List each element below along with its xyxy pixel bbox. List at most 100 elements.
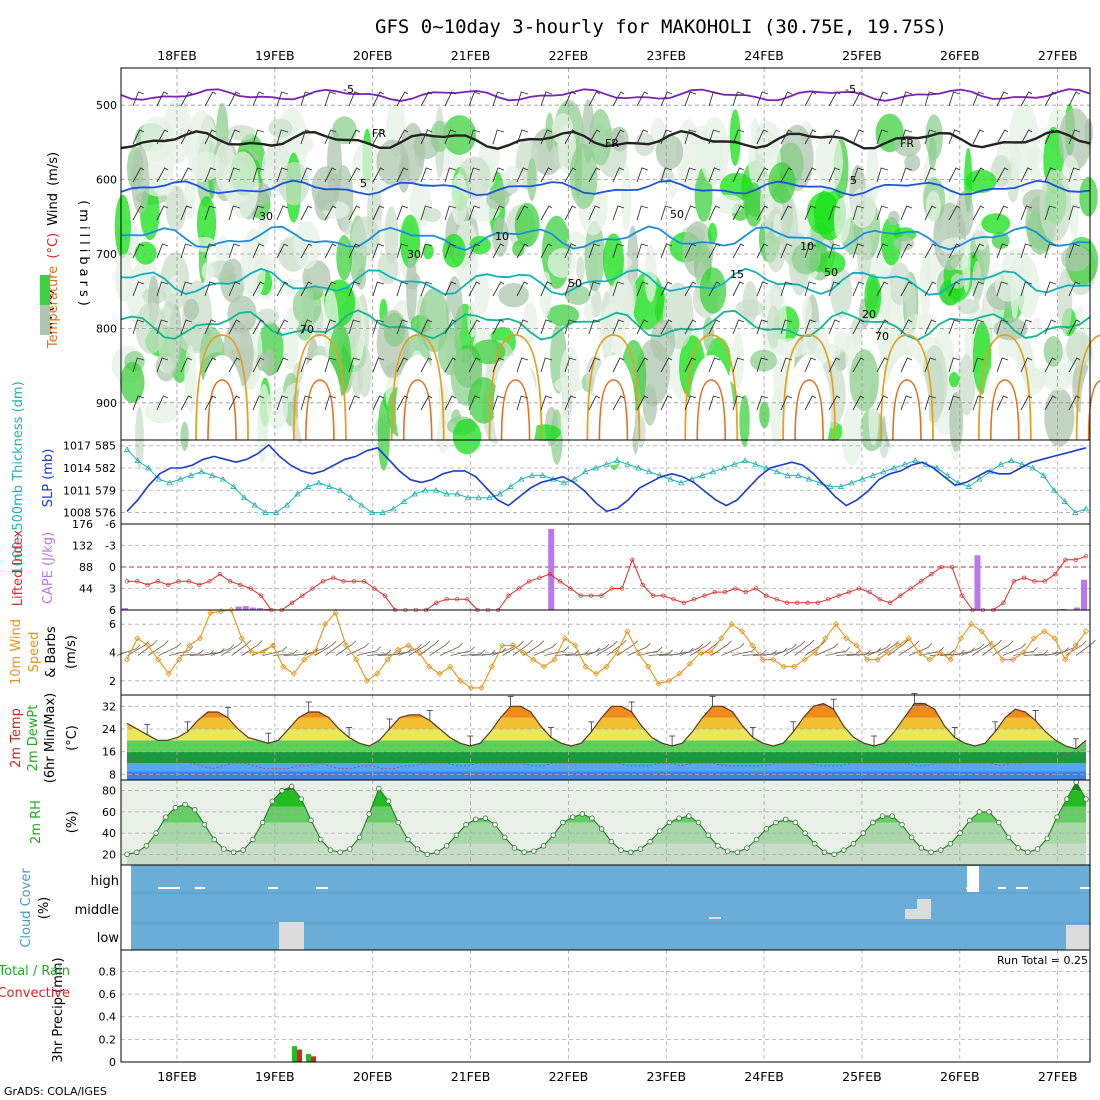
rh-marker [182,801,188,808]
rh-marker [463,821,469,828]
wind-barb [756,129,769,145]
wind-barb [444,129,457,145]
wind-barb [852,357,865,373]
thickness-marker [315,479,322,486]
wind-barb [1068,167,1081,183]
wind-barb [900,319,913,335]
wind-speed-marker [665,677,673,684]
wind-barb [948,395,961,411]
rh-shade [419,288,449,353]
wind-barb [420,205,433,221]
wind-speed-marker [415,649,422,656]
wind-barb [972,243,985,259]
temperature-contour [120,267,1091,296]
svg-text:2m RH: 2m RH [29,800,44,844]
wind-barb [516,319,529,335]
rh-shade [841,404,863,466]
wind-barb [684,167,697,183]
wind-barb [756,357,769,373]
rh-shade [258,384,270,441]
wind-barb [367,649,392,656]
thickness-marker [347,494,354,501]
wind-barb [660,319,673,335]
svg-text:2m Temp: 2m Temp [9,708,24,768]
warm-contour [684,334,739,441]
hot-contour [207,379,237,441]
contour-label: 10 [800,240,814,253]
lifted-index-marker [217,572,222,577]
temp-tick: 16 [102,746,116,759]
thickness-marker [123,446,131,452]
wind-barb [180,91,193,107]
rh-marker [928,849,934,855]
lifted-index-marker [1063,557,1068,562]
wind-barb [756,205,769,221]
wind-barb [756,319,769,335]
wind-barb [372,319,385,335]
wind-speed-marker [822,635,829,642]
lifted-index-marker [506,593,511,598]
rh-marker [473,816,479,823]
temp-bands [127,703,1086,780]
rh-shade [256,353,270,372]
date-label-bottom: 21FEB [451,1069,491,1084]
wind-speed-marker [394,646,402,653]
wind-barb [1068,91,1081,107]
lifted-index-marker [650,593,656,598]
high-cloud-mark [195,887,205,889]
wind-barb [1068,243,1081,259]
lifted-index-marker [743,589,748,595]
rh-shade [635,415,646,449]
rh-shade [956,298,980,315]
cape-bar [974,555,981,610]
warm-contour [782,334,836,441]
thickness-marker [326,483,333,489]
wind-barb [708,395,721,411]
svg-text:(%): (%) [65,811,80,834]
wind-barb [948,243,961,259]
thickness-marker [496,490,504,497]
rh-shade [567,231,587,253]
wind-barb [564,205,577,221]
wind-speed-marker [551,656,558,663]
wind-speed-marker [363,677,370,684]
wind-barb [852,167,865,183]
wind-speed-marker [1041,628,1048,635]
rh-shade [576,256,585,282]
wind-barb [276,319,289,335]
rh-marker [666,819,673,826]
boundary-layer-core [297,355,342,465]
thickness-marker [486,494,493,501]
wind-speed-marker [895,642,902,649]
rh-shade [928,136,937,170]
boundary-layer-core [884,355,929,465]
rh-shade [406,252,418,325]
wind-barb [252,243,265,259]
lifted-index-marker [444,597,449,602]
rh-marker [1073,779,1080,785]
wind-barb [180,395,193,411]
wind-barb [324,167,337,183]
rh-shade [699,267,727,314]
thickness-marker [336,486,344,493]
wind-barb [241,640,263,656]
li-tick: -6 [105,518,116,531]
wind-barb [700,639,721,656]
thickness-marker [965,483,972,489]
precip-tick: 0.6 [99,988,117,1001]
wind-barb [444,167,457,183]
wind-speed-marker [770,656,777,663]
wind-ylabel-line3: & Barbs [44,626,59,678]
wind-barb [708,243,721,259]
wind-barb [252,319,265,335]
thickness-marker [177,475,184,482]
boundary-layer-core [395,355,440,465]
wind-barb [396,243,409,259]
wind-speed-marker [311,649,318,656]
rh-shade [965,169,997,194]
wind-speed-marker [1072,642,1079,649]
thickness-marker [283,501,291,508]
rh-shade [377,251,399,285]
boundary-layer-core [200,355,244,465]
date-label-top: 23FEB [646,48,686,63]
